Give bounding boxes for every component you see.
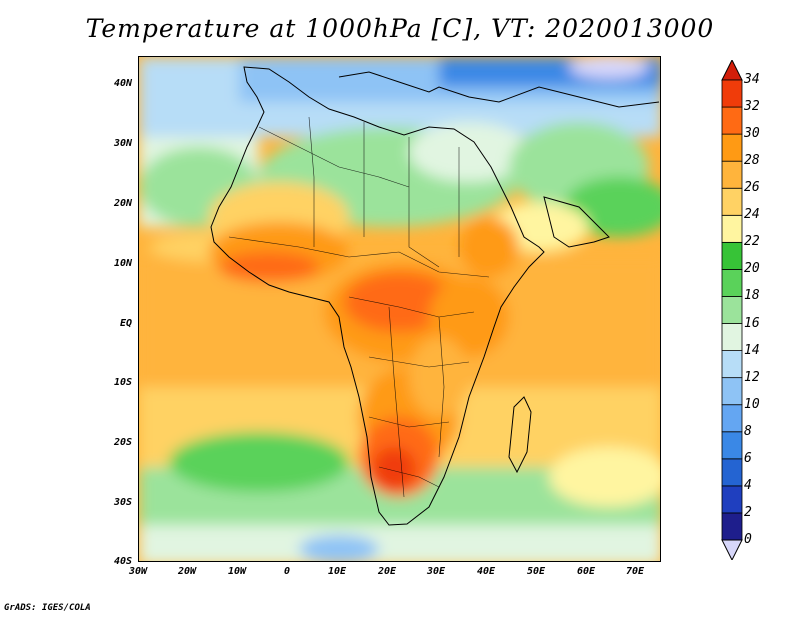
colorbar-bin	[721, 404, 743, 433]
colorbar-bin	[721, 133, 743, 162]
lon-tick-label: 10W	[227, 566, 247, 577]
lat-tick-label: 30N	[113, 138, 132, 149]
colorbar-level-label: 12	[744, 369, 760, 385]
credit-text: GrADS: IGES/COLA	[4, 603, 91, 613]
lon-tick-label: 30E	[426, 566, 446, 577]
colorbar-level-label: 4	[744, 477, 752, 493]
lat-tick-label: 20N	[113, 198, 132, 209]
colorbar-bin	[721, 350, 743, 379]
lon-tick-label: 20E	[377, 566, 397, 577]
lat-tick-label: EQ	[119, 318, 132, 329]
colorbar-bin	[721, 377, 743, 406]
colorbar-level-label: 26	[744, 180, 760, 196]
colorbar	[721, 60, 743, 560]
map-canvas	[139, 57, 660, 561]
colorbar-bin	[721, 512, 743, 541]
colorbar-level-label: 34	[744, 72, 760, 87]
lon-tick-label: 70E	[625, 566, 645, 577]
lon-tick-label: 20W	[177, 566, 197, 577]
colorbar-level-label: 8	[744, 423, 752, 439]
lat-tick-label: 30S	[113, 497, 132, 508]
lon-tick-label: 50E	[526, 566, 546, 577]
colorbar-bin	[721, 458, 743, 487]
lon-tick-label: 40E	[476, 566, 496, 577]
colorbar-level-label: 30	[744, 126, 760, 142]
colorbar-level-label: 0	[744, 532, 752, 547]
lat-tick-label: 40N	[113, 78, 132, 89]
coastlines	[210, 66, 660, 526]
lat-tick-label: 40S	[113, 556, 132, 567]
colorbar-level-label: 32	[744, 99, 760, 115]
colorbar-top-triangle	[721, 60, 743, 81]
colorbar-bin	[721, 187, 743, 216]
temperature-field	[139, 57, 660, 561]
colorbar-bin	[721, 296, 743, 324]
colorbar-bin	[721, 214, 743, 243]
colorbar-bottom-triangle	[721, 539, 743, 560]
chart-title: Temperature at 1000hPa [C], VT: 20200130…	[85, 14, 715, 43]
lat-tick-label: 10N	[113, 258, 132, 269]
temperature-map	[138, 56, 661, 562]
colorbar-bin	[721, 106, 743, 135]
colorbar-level-label: 6	[744, 450, 752, 466]
lon-tick-label: 30W	[128, 566, 148, 577]
colorbar-level-label: 10	[744, 396, 760, 412]
colorbar-bin	[721, 269, 743, 297]
lon-tick-label: 10E	[327, 566, 347, 577]
colorbar-level-label: 20	[744, 261, 760, 277]
lon-tick-label: 0	[283, 566, 291, 577]
colorbar-bin	[721, 79, 743, 108]
lat-tick-label: 20S	[113, 437, 132, 448]
colorbar-level-label: 22	[744, 234, 760, 250]
colorbar-level-label: 14	[744, 342, 760, 358]
colorbar-bin	[721, 485, 743, 514]
colorbar-level-label: 24	[744, 207, 760, 223]
colorbar-level-label: 28	[744, 153, 760, 169]
lat-tick-label: 10S	[113, 377, 132, 388]
lon-tick-label: 60E	[576, 566, 596, 577]
colorbar-bin	[721, 431, 743, 460]
colorbar-bin	[721, 241, 743, 270]
colorbar-level-label: 16	[744, 315, 760, 331]
colorbar-bin	[721, 160, 743, 189]
country-borders	[228, 116, 490, 498]
colorbar-level-label: 18	[744, 288, 760, 304]
colorbar-bin	[721, 323, 743, 351]
colorbar-level-label: 2	[744, 504, 752, 520]
